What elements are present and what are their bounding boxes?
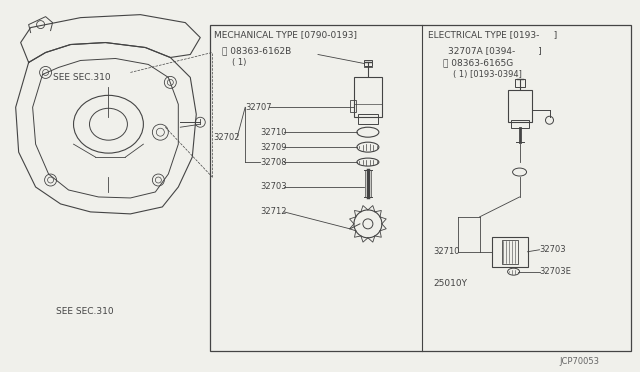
Text: 32702: 32702 [213,133,240,142]
Text: JCP70053: JCP70053 [559,357,600,366]
Text: ELECTRICAL TYPE [0193-     ]: ELECTRICAL TYPE [0193- ] [428,30,557,39]
Text: 32708: 32708 [260,158,287,167]
Bar [515,79,525,87]
Bar [350,100,356,112]
Bar [511,120,529,128]
Text: 32707: 32707 [245,103,272,112]
Text: Ⓢ 08363-6162B: Ⓢ 08363-6162B [222,46,291,55]
Text: 32709: 32709 [260,142,287,152]
Text: 32707A [0394-        ]: 32707A [0394- ] [448,46,541,55]
Text: SEE SEC.310: SEE SEC.310 [56,307,113,316]
Text: 25010Y: 25010Y [434,279,468,288]
Text: 32710: 32710 [260,128,287,137]
Text: ( 1): ( 1) [232,58,246,67]
Bar [492,237,527,267]
Text: 32712: 32712 [260,208,287,217]
Bar [358,114,378,124]
Text: SEE SEC.310: SEE SEC.310 [52,73,110,82]
Text: 32710: 32710 [434,247,460,256]
Text: Ⓢ 08363-6165G: Ⓢ 08363-6165G [443,58,513,67]
Text: 32703: 32703 [540,245,566,254]
Bar [508,90,532,122]
Bar [364,61,372,67]
Bar [354,77,382,117]
Text: ( 1) [0193-0394]: ( 1) [0193-0394] [452,70,522,79]
Text: 32703E: 32703E [540,267,572,276]
Bar [502,240,518,264]
Text: MECHANICAL TYPE [0790-0193]: MECHANICAL TYPE [0790-0193] [214,30,357,39]
Text: 32703: 32703 [260,183,287,192]
Bar [210,25,631,352]
